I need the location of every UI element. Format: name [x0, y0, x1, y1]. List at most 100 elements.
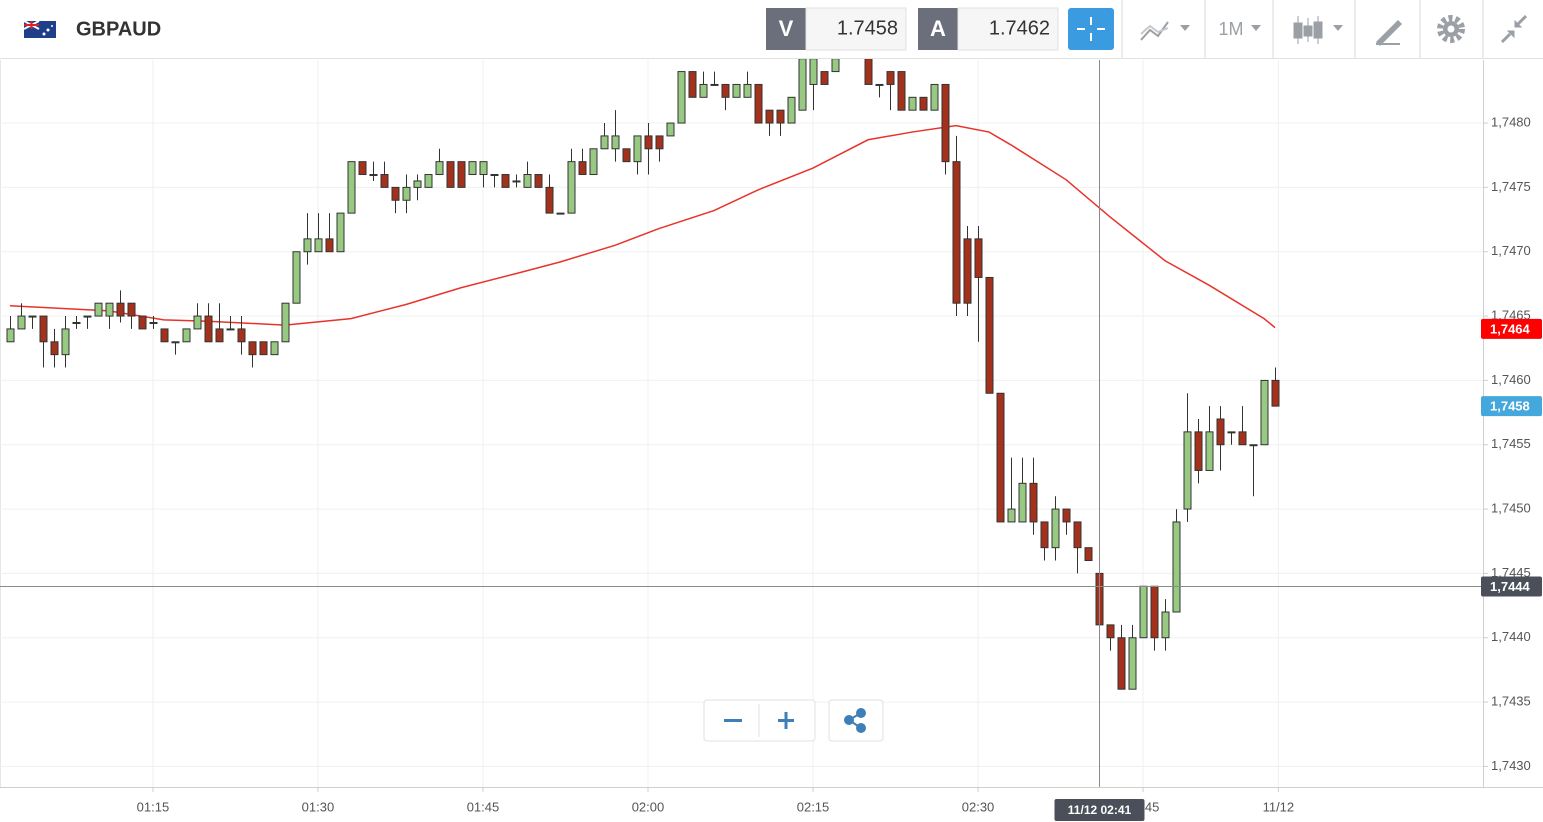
flag [23, 20, 56, 38]
candle-body [556, 212, 565, 215]
candle-body [358, 161, 367, 176]
y-tick-label: 1,7440 [1491, 629, 1531, 644]
candle-body [611, 135, 620, 150]
price-badge-bg [1481, 396, 1542, 417]
candle-body [1260, 379, 1269, 446]
y-tick-label: 1,7455 [1491, 436, 1531, 451]
timeframe-button[interactable]: 1M [1218, 19, 1261, 39]
collapse-button[interactable] [1500, 14, 1528, 44]
candle-body [897, 71, 906, 111]
candle-body [105, 302, 114, 317]
candle-body [182, 328, 191, 343]
candle-body [226, 328, 235, 331]
candle-body [600, 135, 609, 150]
bid-label: V [779, 16, 794, 41]
candle-body [149, 321, 158, 324]
x-tick-label: 01:15 [137, 799, 170, 814]
y-tick-label: 1,7435 [1491, 694, 1531, 709]
candle-body [831, 58, 840, 73]
y-tick-label: 1,7480 [1491, 114, 1531, 129]
candle-body [391, 186, 400, 201]
candle-body [886, 71, 895, 85]
candle-body [424, 174, 433, 188]
candle-body [61, 328, 70, 356]
y-tick-label: 1,7430 [1491, 758, 1531, 773]
zoom-in[interactable] [778, 712, 794, 729]
crosshair-button[interactable] [1068, 8, 1114, 50]
candle-body [215, 328, 224, 343]
share-button[interactable] [828, 699, 884, 742]
candle-body [1018, 482, 1027, 523]
ask-label: A [930, 16, 946, 41]
candle-body [875, 83, 884, 86]
y-tick-label: 1,7475 [1491, 179, 1531, 194]
draw-tool-button[interactable] [1376, 20, 1402, 46]
candle-body [1161, 611, 1170, 639]
candle-body [985, 276, 994, 394]
y-tick-label: 1,7465 [1491, 307, 1531, 322]
candle-body [754, 83, 763, 124]
candle-body [1271, 379, 1280, 407]
ask-button[interactable] [918, 8, 958, 50]
x-tick-label: 02:30 [962, 799, 995, 814]
candle-body [622, 148, 631, 163]
candle-body [809, 58, 818, 85]
candle-body [732, 83, 741, 98]
candle-body [974, 238, 983, 278]
candle-body [413, 180, 422, 188]
candle-body [721, 83, 730, 98]
settings-button[interactable] [1437, 15, 1465, 43]
candle-body [490, 174, 499, 177]
candle-body [523, 174, 532, 188]
bid-button[interactable] [766, 8, 806, 50]
timeframe: 1M [1218, 19, 1243, 39]
candle-body [765, 109, 774, 124]
candle-body [127, 302, 136, 317]
candle-body [710, 83, 719, 86]
candle-body [468, 161, 477, 176]
candle-body [17, 315, 26, 330]
x-tick-label: 01:45 [467, 799, 500, 814]
candle-body [479, 161, 488, 176]
candle-style-button[interactable] [1293, 16, 1343, 44]
candle-body [952, 161, 961, 304]
candle-body [930, 83, 939, 111]
candle-body [435, 161, 444, 176]
candle-body [1007, 508, 1016, 523]
candle-body [94, 302, 103, 317]
candle-body [512, 180, 521, 183]
x-tick-label: 11/12 [1263, 799, 1295, 814]
moving-average-line [9, 124, 1276, 329]
candle-body [116, 302, 125, 317]
candle-body [248, 341, 257, 356]
candle-body [402, 186, 411, 201]
candle-body [1051, 508, 1060, 549]
candle-body [1106, 624, 1115, 639]
candle-body [237, 328, 246, 343]
candle-body [1172, 521, 1181, 613]
candle-body [369, 174, 378, 177]
candle-body [941, 83, 950, 163]
candle-body [666, 122, 675, 137]
candle-body [259, 341, 268, 356]
y-tick-label: 1,7470 [1491, 243, 1531, 258]
candle-body [303, 238, 312, 253]
candle-body [578, 161, 587, 176]
y-tick-label: 1,7445 [1491, 565, 1531, 580]
crosshair-x-badge-bg [1054, 799, 1145, 821]
candle-body [1040, 521, 1049, 549]
candle-body [1183, 431, 1192, 510]
candle-body [50, 341, 59, 356]
candle-body [292, 251, 301, 304]
chart-type-button[interactable] [1140, 21, 1190, 41]
candle-body [644, 135, 653, 150]
x-tick-label: 01:30 [302, 799, 335, 814]
candle-body [1073, 521, 1082, 549]
candle-body [314, 238, 323, 253]
candle-body [1194, 431, 1203, 471]
candle-body [798, 58, 807, 111]
candle-body [281, 302, 290, 343]
